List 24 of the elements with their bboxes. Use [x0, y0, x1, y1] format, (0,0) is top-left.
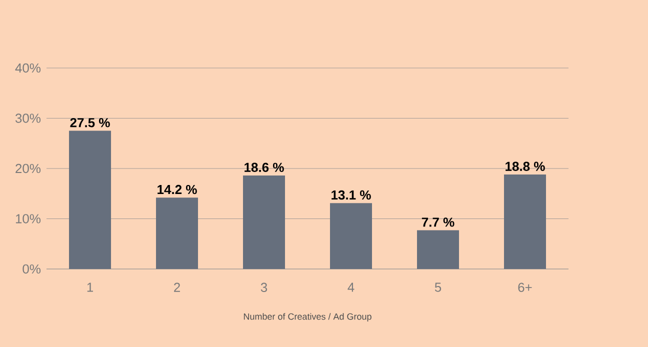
data-label: 13.1 % [332, 190, 371, 200]
x-tick-label: 4 [348, 282, 354, 292]
y-tick-label: 30% [15, 114, 41, 123]
bar [243, 176, 286, 269]
y-tick-label: 10% [16, 214, 41, 224]
data-label: 18.8 % [506, 162, 545, 171]
data-label: 18.6 % [244, 162, 284, 172]
x-axis-title: Number of Creatives / Ad Group [244, 313, 372, 322]
x-tick-label: 3 [260, 282, 268, 292]
x-tick-label: 1 [87, 282, 93, 292]
y-tick-label: 0% [22, 264, 41, 274]
data-label: 14.2 % [158, 184, 197, 194]
data-label: 27.5 % [70, 118, 110, 128]
bar [504, 174, 546, 269]
data-label: 7.7 % [422, 218, 454, 227]
y-tick-label: 40% [15, 63, 41, 73]
y-tick-label: 20% [16, 164, 41, 174]
x-tick-label: 5 [434, 282, 442, 292]
bar [69, 130, 112, 269]
bar [156, 198, 198, 269]
bar [417, 230, 459, 269]
x-tick-label: 2 [174, 282, 180, 292]
x-tick-label: 6+ [518, 282, 532, 292]
bar [330, 203, 372, 269]
